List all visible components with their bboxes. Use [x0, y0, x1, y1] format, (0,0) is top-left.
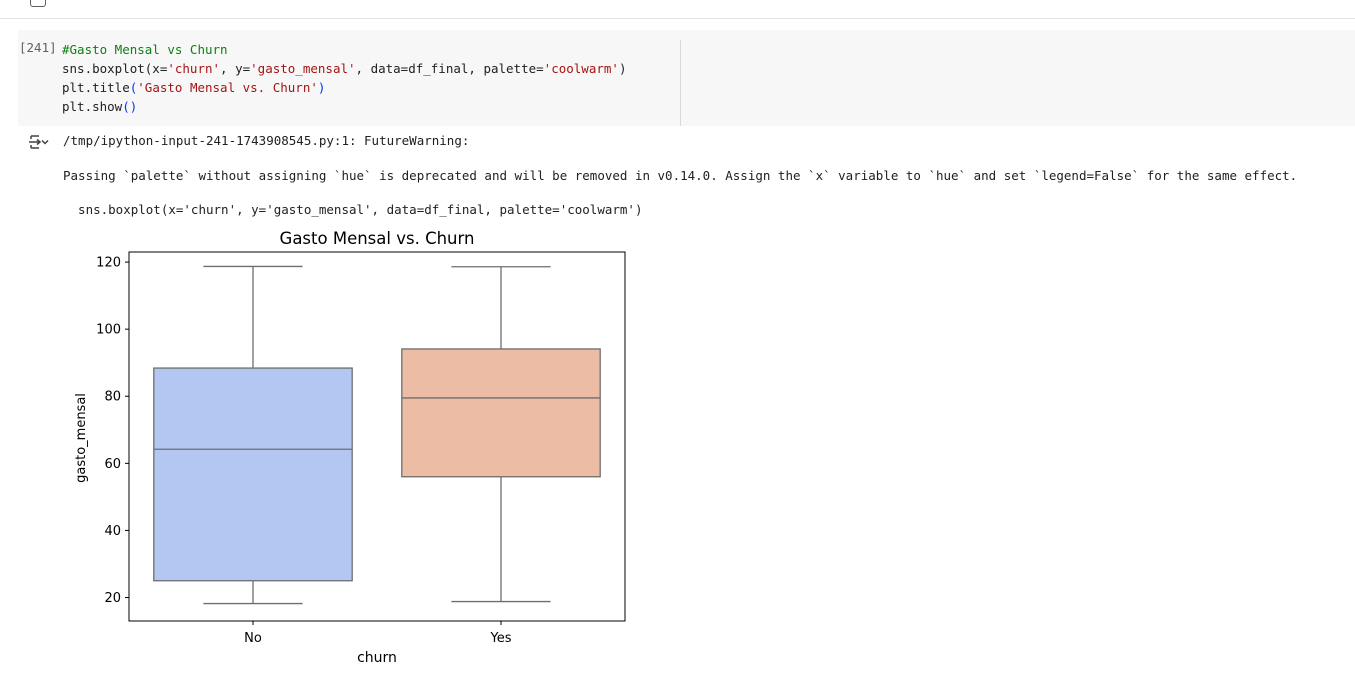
code-line-4: plt.show(): [62, 97, 680, 116]
box-no: [153, 367, 353, 582]
code-string: 'coolwarm': [543, 61, 619, 76]
y-tick-label: 40: [104, 524, 121, 539]
code-paren: (: [129, 80, 138, 95]
y-tick-label: 20: [104, 591, 121, 606]
warning-code-line: sns.boxplot(x='churn', y='gasto_mensal',…: [63, 202, 643, 217]
y-tick-label: 100: [96, 323, 121, 338]
code-token: ): [618, 61, 627, 76]
execution-count: [241]: [19, 40, 57, 55]
code-token: plt.show: [62, 99, 123, 114]
code-editor[interactable]: #Gasto Mensal vs Churn sns.boxplot(x='ch…: [62, 40, 681, 126]
box-yes: [401, 348, 601, 478]
plot-frame: [128, 251, 626, 622]
x-tick-label: No: [244, 631, 262, 646]
output-toggle-icon[interactable]: [30, 0, 46, 7]
boxplot-chart: Gasto Mensal vs. Churn gasto_mensal chur…: [74, 229, 626, 666]
x-axis-label: churn: [357, 650, 397, 666]
chart-title: Gasto Mensal vs. Churn: [280, 229, 475, 248]
code-line-3: plt.title('Gasto Mensal vs. Churn'): [62, 78, 680, 97]
warning-path: /tmp/ipython-input-241-1743908545.py:1: …: [63, 133, 470, 148]
code-paren: ): [317, 80, 326, 95]
code-comment: #Gasto Mensal vs Churn: [62, 42, 228, 57]
code-token: sns.boxplot(x=: [62, 61, 168, 76]
code-token: , data=df_final, palette=: [355, 61, 544, 76]
code-cell[interactable]: [241] #Gasto Mensal vs Churn sns.boxplot…: [18, 30, 1355, 126]
code-line-1: #Gasto Mensal vs Churn: [62, 40, 680, 59]
y-axis-label: gasto_mensal: [74, 393, 89, 483]
boxes: [153, 265, 601, 605]
previous-cell-edge: [0, 0, 1355, 19]
code-paren: (): [122, 99, 138, 114]
y-tick-label: 60: [104, 457, 121, 472]
code-token: plt.title: [62, 80, 130, 95]
code-string: 'churn': [167, 61, 221, 76]
code-line-2: sns.boxplot(x='churn', y='gasto_mensal',…: [62, 59, 680, 78]
code-string: 'Gasto Mensal vs. Churn': [137, 80, 318, 95]
axis-ticks: 20 40 60 80 100 120 No Yes: [96, 256, 512, 646]
code-string: 'gasto_mensal': [250, 61, 356, 76]
warning-message: Passing `palette` without assigning `hue…: [63, 168, 1298, 183]
code-token: , y=: [220, 61, 251, 76]
x-tick-label: Yes: [490, 631, 512, 646]
output-menu-icon[interactable]: [28, 132, 50, 152]
y-tick-label: 120: [96, 256, 121, 271]
y-tick-label: 80: [104, 390, 121, 405]
